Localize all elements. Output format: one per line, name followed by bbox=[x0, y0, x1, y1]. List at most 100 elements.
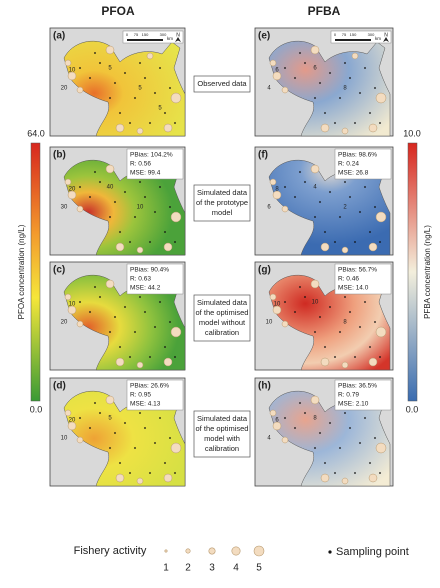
fishery-circle bbox=[115, 473, 125, 483]
map-panel: 8 6 4 2 (f) PBias: 98.6% R: 0.24 MSE: 26.8 bbox=[254, 146, 394, 256]
fishery-circle bbox=[76, 436, 84, 444]
fishery-circle bbox=[76, 320, 84, 328]
fishery-circle bbox=[375, 211, 387, 223]
contour-label: 40 bbox=[107, 185, 114, 191]
fishery-circle bbox=[320, 473, 330, 483]
fishery-circle bbox=[170, 211, 182, 223]
sampling-point bbox=[109, 447, 111, 449]
fishery-circle bbox=[136, 127, 144, 135]
contour-label: 6 bbox=[313, 66, 317, 72]
fishery-circle bbox=[368, 242, 378, 252]
sampling-point bbox=[364, 417, 366, 419]
contour-label: 30 bbox=[61, 205, 68, 211]
sampling-point bbox=[364, 186, 366, 188]
sampling-point bbox=[149, 122, 151, 124]
sampling-point bbox=[139, 296, 141, 298]
scale-tick: 75 bbox=[134, 32, 139, 37]
fishery-circle bbox=[64, 293, 72, 301]
panel-label: (h) bbox=[258, 381, 271, 392]
sampling-point bbox=[319, 316, 321, 318]
sampling-point bbox=[369, 462, 371, 464]
sampling-point bbox=[374, 206, 376, 208]
fishery-circle bbox=[368, 123, 378, 133]
fishery-circle bbox=[320, 242, 330, 252]
fishery-circle bbox=[375, 326, 387, 338]
sampling-point bbox=[344, 296, 346, 298]
sampling-point bbox=[339, 331, 341, 333]
stats-text: MSE: 14.0 bbox=[338, 285, 369, 292]
sampling-point bbox=[379, 356, 381, 358]
fishery-circle bbox=[105, 279, 115, 289]
sampling-point bbox=[174, 122, 176, 124]
sampling-point bbox=[349, 196, 351, 198]
sampling-point bbox=[134, 216, 136, 218]
sampling-point bbox=[364, 67, 366, 69]
scale-tick: 0 bbox=[334, 32, 337, 37]
contour-label: 8 bbox=[343, 320, 347, 326]
sampling-point bbox=[324, 112, 326, 114]
colorbar-label: PFBA concentration (ng/L) bbox=[423, 225, 432, 319]
stats-text: MSE: 2.10 bbox=[338, 401, 369, 408]
sampling-point bbox=[159, 417, 161, 419]
fishery-circle bbox=[269, 59, 277, 67]
contour-label: 2 bbox=[343, 205, 347, 211]
sampling-point bbox=[304, 181, 306, 183]
sampling-point bbox=[164, 112, 166, 114]
sampling-point bbox=[119, 231, 121, 233]
description-text: model with bbox=[204, 434, 240, 443]
fishery-circle bbox=[136, 477, 144, 485]
map-panel: 6 4 8 (h) PBias: 36.5% R: 0.79 MSE: 2.10 bbox=[254, 377, 394, 487]
sampling-point bbox=[304, 296, 306, 298]
legend-symbol bbox=[185, 548, 191, 554]
sampling-point bbox=[319, 432, 321, 434]
fishery-circle bbox=[269, 409, 277, 417]
sampling-point bbox=[134, 97, 136, 99]
sampling-point bbox=[94, 171, 96, 173]
sampling-point bbox=[124, 422, 126, 424]
sampling-point bbox=[354, 472, 356, 474]
sampling-point bbox=[314, 447, 316, 449]
sampling-point bbox=[294, 77, 296, 79]
stats-text: R: 0.56 bbox=[130, 161, 151, 168]
stats-text: PBias: 90.4% bbox=[130, 267, 169, 274]
sampling-point bbox=[314, 97, 316, 99]
sampling-point bbox=[119, 462, 121, 464]
sampling-point bbox=[139, 181, 141, 183]
stats-text: R: 0.79 bbox=[338, 392, 359, 399]
description-text: model bbox=[212, 208, 233, 217]
sampling-point bbox=[149, 356, 151, 358]
sampling-point bbox=[359, 442, 361, 444]
sampling-point bbox=[154, 92, 156, 94]
fishery-circle bbox=[281, 86, 289, 94]
sampling-point bbox=[164, 462, 166, 464]
column-title: PFOA bbox=[101, 4, 135, 18]
fishery-circle bbox=[170, 92, 182, 104]
fishery-circle bbox=[67, 305, 77, 315]
legend-level: 2 bbox=[185, 563, 191, 574]
sampling-point bbox=[174, 356, 176, 358]
fishery-circle bbox=[64, 59, 72, 67]
colorbar bbox=[407, 142, 418, 402]
sampling-point bbox=[334, 241, 336, 243]
panel-label: (f) bbox=[258, 150, 268, 161]
sampling-point bbox=[379, 122, 381, 124]
sampling-point bbox=[349, 311, 351, 313]
scale-bar-box bbox=[122, 30, 184, 44]
scale-unit: km bbox=[375, 36, 381, 41]
sampling-point bbox=[114, 82, 116, 84]
contour-label: 10 bbox=[69, 68, 76, 74]
north-arrow: N bbox=[384, 32, 388, 38]
scale-bar-line bbox=[335, 39, 371, 41]
stats-box bbox=[334, 148, 392, 180]
fishery-circle bbox=[341, 246, 349, 254]
fishery-circle bbox=[76, 86, 84, 94]
map-panel: 10 10 10 8 (g) PBias: 56.7% R: 0.46 MSE: 14.0 bbox=[254, 261, 394, 371]
fishery-circle bbox=[105, 395, 115, 405]
sampling-point bbox=[124, 306, 126, 308]
description-text: of the prototype bbox=[196, 198, 248, 207]
sampling-point bbox=[124, 72, 126, 74]
sampling-point bbox=[134, 331, 136, 333]
contour-label: 8 bbox=[313, 416, 317, 422]
sampling-point bbox=[349, 77, 351, 79]
fishery-circle bbox=[115, 242, 125, 252]
